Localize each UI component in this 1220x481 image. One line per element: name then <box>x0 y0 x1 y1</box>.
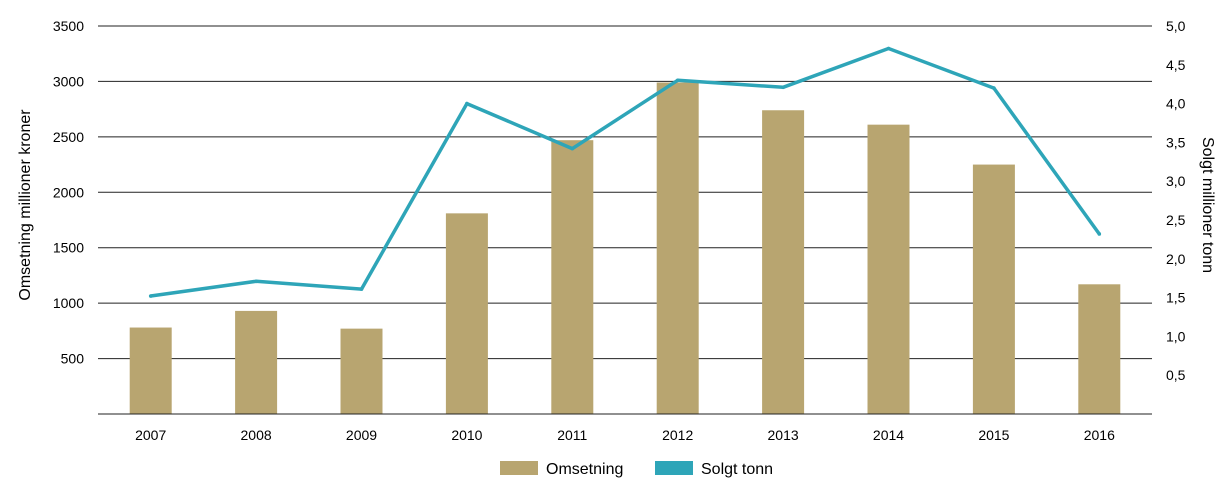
x-tick-label: 2009 <box>346 427 377 443</box>
x-tick-label: 2011 <box>557 427 587 443</box>
bar-series-omsetning <box>130 83 1121 414</box>
y-tick-label: 1500 <box>53 240 84 256</box>
line-point-2010 <box>465 102 469 106</box>
legend: Omsetning Solgt tonn <box>500 461 773 478</box>
y-tick-label: 3500 <box>53 18 84 34</box>
y-axis-title: Omsetning millioner kroner <box>17 109 34 301</box>
y-tick-label: 1000 <box>53 295 84 311</box>
bar-2016 <box>1078 284 1120 414</box>
y-tick-label: 2000 <box>53 184 84 200</box>
y2-tick-label: 0,5 <box>1166 367 1186 383</box>
y2-tick-label: 3,5 <box>1166 134 1186 150</box>
legend-label-solgt-tonn: Solgt tonn <box>701 461 773 478</box>
y2-tick-label: 4,5 <box>1166 57 1186 73</box>
bar-2008 <box>235 311 277 414</box>
line-series-solgt-tonn <box>149 47 1101 298</box>
bar-2015 <box>973 165 1015 414</box>
y2-tick-label: 1,5 <box>1166 290 1186 306</box>
line-point-2008 <box>254 280 258 284</box>
bar-2012 <box>657 83 699 414</box>
x-tick-label: 2010 <box>451 427 482 443</box>
line-point-2009 <box>360 287 364 291</box>
line-point-2013 <box>781 86 785 90</box>
y-tick-label: 500 <box>61 351 85 367</box>
y2-tick-label: 4,0 <box>1166 96 1186 112</box>
x-tick-label: 2016 <box>1084 427 1115 443</box>
bar-2007 <box>130 328 172 414</box>
bar-2014 <box>868 125 910 414</box>
bar-2011 <box>551 140 593 414</box>
y2-tick-label: 1,0 <box>1166 328 1186 344</box>
y2-tick-label: 2,5 <box>1166 212 1186 228</box>
line-point-2014 <box>887 47 891 51</box>
bar-2010 <box>446 213 488 414</box>
legend-label-omsetning: Omsetning <box>546 461 623 478</box>
y2-axis-title: Solgt millioner tonn <box>1199 137 1216 273</box>
line-path <box>151 49 1100 297</box>
line-point-2011 <box>571 147 575 151</box>
bar-2013 <box>762 110 804 414</box>
x-tick-label: 2014 <box>873 427 904 443</box>
x-tick-label: 2007 <box>135 427 166 443</box>
line-point-2016 <box>1098 232 1102 236</box>
bar-2009 <box>341 329 383 414</box>
y-tick-label: 2500 <box>53 129 84 145</box>
y2-tick-label: 2,0 <box>1166 251 1186 267</box>
x-tick-label: 2012 <box>662 427 693 443</box>
legend-swatch-solgt-tonn <box>655 461 693 475</box>
legend-swatch-omsetning <box>500 461 538 475</box>
x-tick-label: 2008 <box>241 427 272 443</box>
line-point-2012 <box>676 79 680 83</box>
y-tick-label: 3000 <box>53 73 84 89</box>
x-tick-label: 2013 <box>768 427 799 443</box>
line-point-2007 <box>149 294 153 298</box>
y2-tick-label: 3,0 <box>1166 173 1186 189</box>
x-tick-label: 2015 <box>978 427 1009 443</box>
line-point-2015 <box>992 86 996 90</box>
y2-tick-label: 5,0 <box>1166 18 1186 34</box>
